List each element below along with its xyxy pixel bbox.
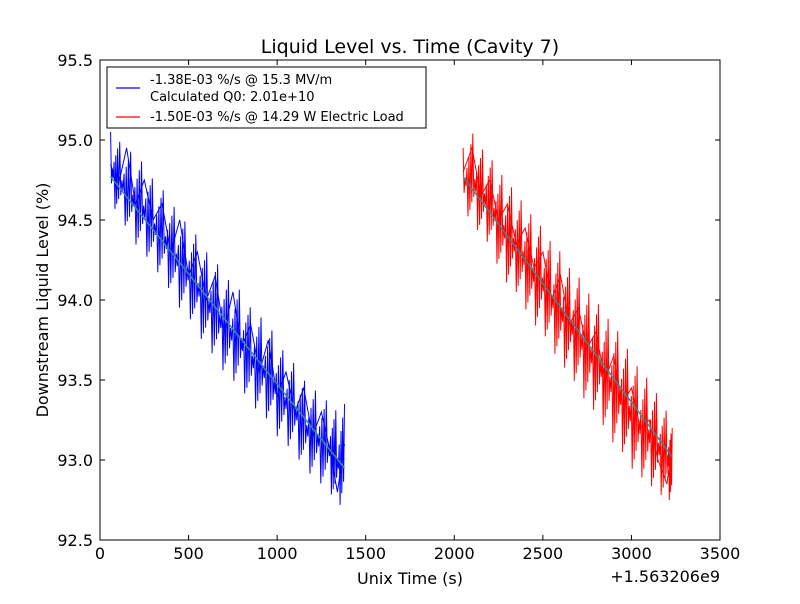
y-tick-label: 94.5 [57,211,93,230]
y-tick-label: 92.5 [57,531,93,550]
x-tick-label: 3000 [611,544,652,563]
x-tick-label: 500 [173,544,204,563]
y-tick-label: 93.0 [57,451,93,470]
red-series-line [462,146,673,485]
y-axis: 92.5 93.0 93.5 94.0 94.5 95.0 95.5 [57,51,720,550]
x-tick-label: 3500 [700,544,741,563]
x-tick-label: 1000 [257,544,298,563]
x-axis-label: Unix Time (s) [357,569,463,588]
blue-series-noise [110,131,345,505]
x-tick-label: 2000 [434,544,475,563]
blue-series-line [110,147,345,493]
y-tick-label: 95.5 [57,51,93,70]
y-tick-label: 94.0 [57,291,93,310]
x-axis-offset-label: +1.563206e9 [610,567,720,586]
fit-line-2 [462,176,673,458]
legend-entry-1-line-1: -1.38E-03 %/s @ 15.3 MV/m [150,73,332,88]
legend: -1.38E-03 %/s @ 15.3 MV/m Calculated Q0:… [106,66,427,129]
y-tick-label: 95.0 [57,131,93,150]
x-axis: 0 500 1000 1500 2000 2500 3000 3500 [95,60,740,563]
legend-box [106,66,427,129]
y-axis-label: Downstream Liquid Level (%) [33,183,52,418]
x-tick-label: 0 [95,544,105,563]
y-tick-label: 93.5 [57,371,93,390]
fit-line-1 [110,176,346,469]
legend-entry-2-line-1: -1.50E-03 %/s @ 14.29 W Electric Load [150,110,404,125]
chart-title: Liquid Level vs. Time (Cavity 7) [261,36,559,58]
series-layer [110,131,673,505]
legend-entry-1-line-2: Calculated Q0: 2.01e+10 [150,90,315,105]
fit-layer [110,176,673,469]
x-tick-label: 1500 [345,544,386,563]
x-tick-label: 2500 [522,544,563,563]
